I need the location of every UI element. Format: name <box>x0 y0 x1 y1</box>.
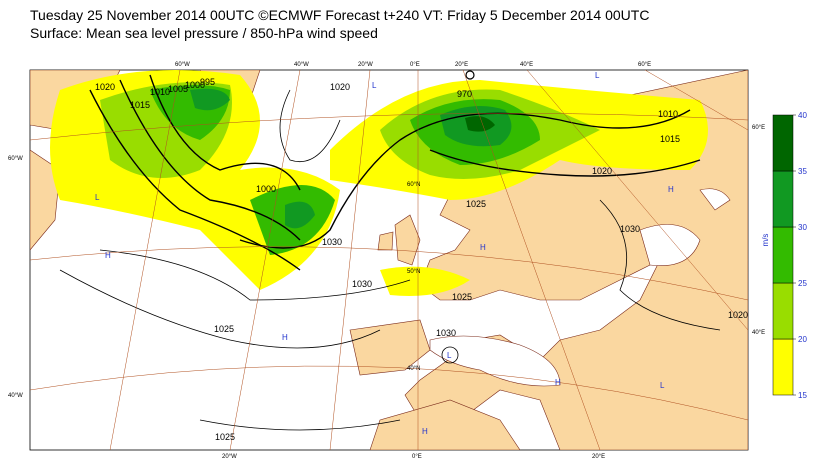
graticule-label: 40°W <box>294 62 309 68</box>
pressure-centre: L <box>372 81 377 90</box>
pressure-centre: L <box>595 71 600 80</box>
colorbar-segment <box>772 170 794 228</box>
isobar-label: 1000 <box>256 184 276 194</box>
colorbar-tick-label: 30 <box>798 223 807 232</box>
isobar-label: 1020 <box>592 166 612 176</box>
colorbar-tick-label: 35 <box>798 167 807 176</box>
pressure-centre: H <box>422 427 428 436</box>
graticule <box>30 70 748 450</box>
isobar-label: 1010 <box>658 109 678 119</box>
sea <box>429 188 731 387</box>
isobar-label: 1020 <box>728 310 748 320</box>
isobar-label: 1000 <box>185 80 205 90</box>
pressure-centre: L <box>660 381 665 390</box>
isobar-label: 1030 <box>436 328 456 338</box>
isobar-label: 1025 <box>214 324 234 334</box>
pressure-centre: H <box>668 185 674 194</box>
isobar-label: 1010 <box>150 87 170 97</box>
wind-shading <box>50 70 708 296</box>
subtitle: Surface: Mean sea level pressure / 850-h… <box>30 25 378 41</box>
pressure-centre: L <box>95 193 100 202</box>
isobar-label: 1015 <box>130 100 150 110</box>
isobar-label: 1005 <box>168 84 188 94</box>
isobar-label: 995 <box>200 77 215 87</box>
isobar-label: 1025 <box>215 432 235 442</box>
pressure-centre: L <box>447 351 452 360</box>
graticule-label: 40°W <box>8 393 23 399</box>
isobar-label: 970 <box>457 89 472 99</box>
isobar-label: 1030 <box>352 279 372 289</box>
graticule-label: 60°E <box>752 125 765 131</box>
graticule-label: 60°E <box>638 62 651 68</box>
isobar-label: 1025 <box>452 292 472 302</box>
pressure-centre: H <box>282 333 288 342</box>
isobar-label: 1025 <box>466 199 486 209</box>
isobar-label: 1030 <box>620 224 640 234</box>
colorbar-tick-label: 25 <box>798 279 807 288</box>
pressure-centre: H <box>105 251 111 260</box>
graticule-label: 20°E <box>455 62 468 68</box>
pressure-centre: H <box>480 243 486 252</box>
colorbar: m/s 15 20 25 30 35 40 <box>761 111 807 400</box>
graticule-label: 0°E <box>412 454 422 460</box>
colorbar-tick-label: 15 <box>798 391 807 400</box>
graticule-label: 40°E <box>520 62 533 68</box>
isobars <box>59 70 721 431</box>
map: 60°W 40°W 20°W 0°E 20°E 40°E 60°E 60°W 4… <box>8 62 765 460</box>
graticule-label: 40°E <box>752 330 765 336</box>
colorbar-unit: m/s <box>761 234 770 247</box>
graticule-label: 20°W <box>222 454 237 460</box>
isobar-label: 1030 <box>322 237 342 247</box>
graticule-label: 60°N <box>407 182 420 188</box>
colorbar-segment <box>772 338 794 396</box>
graticule-label: 0°E <box>410 62 420 68</box>
isobar-label: 1020 <box>330 82 350 92</box>
isobar-label: 1020 <box>95 82 115 92</box>
colorbar-segment <box>772 226 794 284</box>
colorbar-segment <box>772 282 794 340</box>
colorbar-segment <box>772 114 794 172</box>
graticule-label: 60°W <box>8 156 23 162</box>
graticule-label: 20°E <box>592 454 605 460</box>
graticule-label: 60°W <box>175 62 190 68</box>
graticule-label: 40°N <box>407 366 420 372</box>
colorbar-tick-label: 20 <box>798 335 807 344</box>
graticule-label: 20°W <box>358 62 373 68</box>
graticule-label: 50°N <box>407 269 420 275</box>
pressure-centre: H <box>555 378 561 387</box>
colorbar-tick-label: 40 <box>798 111 807 120</box>
title: Tuesday 25 November 2014 00UTC ©ECMWF Fo… <box>30 7 649 23</box>
isobar-label: 1015 <box>660 134 680 144</box>
